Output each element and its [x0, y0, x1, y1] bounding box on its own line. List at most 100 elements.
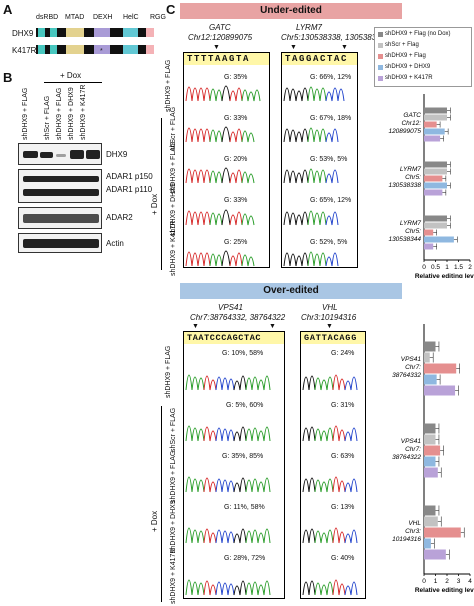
group-label: 130538344 [388, 236, 421, 243]
lane-label: shDHX9 + FLAG [56, 87, 63, 140]
domain-label-helc: HelC [123, 14, 139, 21]
bar [424, 121, 437, 128]
domain-label-dsrbd: dsRBD [36, 14, 59, 21]
x-tick-label: 4 [468, 578, 472, 585]
bar [424, 229, 434, 236]
over-edited-header: Over-edited [180, 283, 402, 299]
x-tick-label: 1 [434, 578, 438, 585]
group-label: VHL [408, 520, 421, 527]
vhl-value-2: G: 63% [331, 453, 355, 460]
over-row-label: shDHX9 + K417R [170, 548, 177, 604]
under-dox-label: + Dox [150, 193, 159, 215]
vps41-value-4: G: 28%, 72% [224, 555, 266, 562]
bar [424, 236, 454, 243]
bar [424, 128, 445, 135]
dox-label-b: + Dox [60, 71, 82, 80]
vhl-value-1: G: 31% [331, 402, 355, 409]
vps41-value-3: G: 11%, 58% [224, 504, 265, 511]
group-label: 120899075 [388, 128, 421, 135]
over-edited-chart: VPS41Chr7:38764332VPS41Chr7:38764322VHLC… [392, 324, 474, 594]
blot-label-adar1-p110: ADAR1 p110 [106, 185, 153, 194]
gatc-chromatogram: TTTTAAGTA [183, 52, 270, 268]
group-label: VPS41 [401, 356, 422, 363]
vps41-traces [185, 374, 271, 596]
lyrm7-value-4: G: 52%, 5% [310, 239, 348, 246]
dox-line-b [44, 82, 102, 83]
lyrm7-location: Chr5:130538338, 130538344 [281, 33, 386, 42]
group-label: Chr12: [401, 120, 421, 127]
over-row-label: shDHX9 + FLAG [165, 345, 172, 398]
bar [424, 467, 438, 478]
vhl-traces [302, 374, 358, 596]
gatc-value-0: G: 35% [224, 74, 248, 81]
vhl-value-4: G: 40% [331, 555, 355, 562]
lyrm7-chromatogram: TAGGACTAC G: 66%, 12% G: 67%, 18% G: 53%… [281, 52, 358, 268]
x-tick-label: 0 [422, 578, 426, 585]
x-tick-label: 1.5 [454, 264, 463, 271]
vhl-sequence: GATTACAGG [301, 332, 365, 344]
x-axis-title: Relative editing level [415, 587, 474, 594]
domain-legend: dsRBD MTAD DEXH HelC RGG [36, 14, 166, 22]
x-tick-label: 0 [422, 264, 426, 271]
group-label: LYRM7 [400, 166, 421, 173]
group-label: VPS41 [401, 438, 422, 445]
x-tick-label: 2 [468, 264, 472, 271]
bar [424, 222, 447, 229]
domain-bar-dhx9 [36, 28, 154, 37]
arrow-marker: ▼ [213, 44, 220, 51]
bar [424, 189, 443, 196]
bar [424, 385, 456, 396]
blot-adar1 [18, 169, 102, 203]
domain-bar-k417r: * [36, 45, 154, 55]
blot-label-dhx9: DHX9 [106, 150, 128, 159]
legend-entry: shScr + Flag [385, 42, 419, 48]
domain-diagram: * [36, 28, 154, 55]
over-row-label: shDHX9 + FLAG [170, 450, 177, 503]
lyrm7-value-2: G: 53%, 5% [310, 156, 348, 163]
lyrm7-value-3: G: 65%, 12% [310, 197, 352, 204]
legend-entry: shDHX9 + K417R [385, 75, 433, 81]
group-label: 38764332 [392, 372, 421, 379]
group-label: GATC [403, 112, 421, 119]
group-label: Chr5: [405, 228, 421, 235]
vhl-location: Chr3:10194316 [301, 313, 357, 322]
group-label: Chr3: [405, 528, 421, 535]
gatc-location: Chr12:120899075 [188, 33, 253, 42]
group-label: Chr5: [405, 174, 421, 181]
vhl-gene-name: VHL [322, 303, 338, 312]
panel-c-label: C [166, 2, 176, 17]
domain-label-dexh: DEXH [93, 14, 113, 21]
bar [424, 135, 441, 142]
bar [424, 538, 431, 549]
vps41-value-2: G: 35%, 85% [222, 453, 264, 460]
legend-entry: shDHX9 + DHX9 [385, 64, 431, 70]
blot-dhx9 [18, 143, 102, 165]
lane-label: shScr + FLAG [44, 95, 51, 140]
bar [424, 114, 447, 121]
gatc-value-3: G: 33% [224, 197, 248, 204]
blot-label-adar1-p150: ADAR1 p150 [106, 172, 153, 181]
blot-adar2 [18, 207, 102, 229]
blot-label-adar2: ADAR2 [106, 213, 133, 222]
lane-label: shDHX9 + K417R [80, 84, 87, 140]
bar [424, 456, 436, 467]
vhl-value-3: G: 13% [331, 504, 355, 511]
legend-entry: shDHX9 + Flag [385, 53, 426, 59]
bar [424, 182, 447, 189]
over-dox-line [161, 406, 162, 602]
lyrm7-sequence: TAGGACTAC [282, 53, 357, 65]
group-label: 10194316 [392, 536, 421, 543]
domain-row-k417r: K417R [12, 46, 37, 55]
gatc-sequence: TTTTAAGTA [184, 53, 269, 65]
lyrm7-value-0: G: 66%, 12% [310, 74, 352, 81]
x-axis-title: Relative editing level [415, 273, 474, 278]
vps41-chromatogram: TAATCCCAGCTAC [183, 331, 285, 599]
group-label: 130538338 [388, 182, 421, 189]
domain-label-rgg: RGG [150, 14, 166, 21]
panel-a-label: A [3, 2, 13, 17]
x-tick-label: 3 [457, 578, 461, 585]
vhl-value-0: G: 24% [331, 350, 355, 357]
vps41-value-0: G: 10%, 58% [222, 350, 264, 357]
bar [424, 549, 446, 560]
lane-label: shDHX9 + DHX9 [68, 87, 75, 140]
